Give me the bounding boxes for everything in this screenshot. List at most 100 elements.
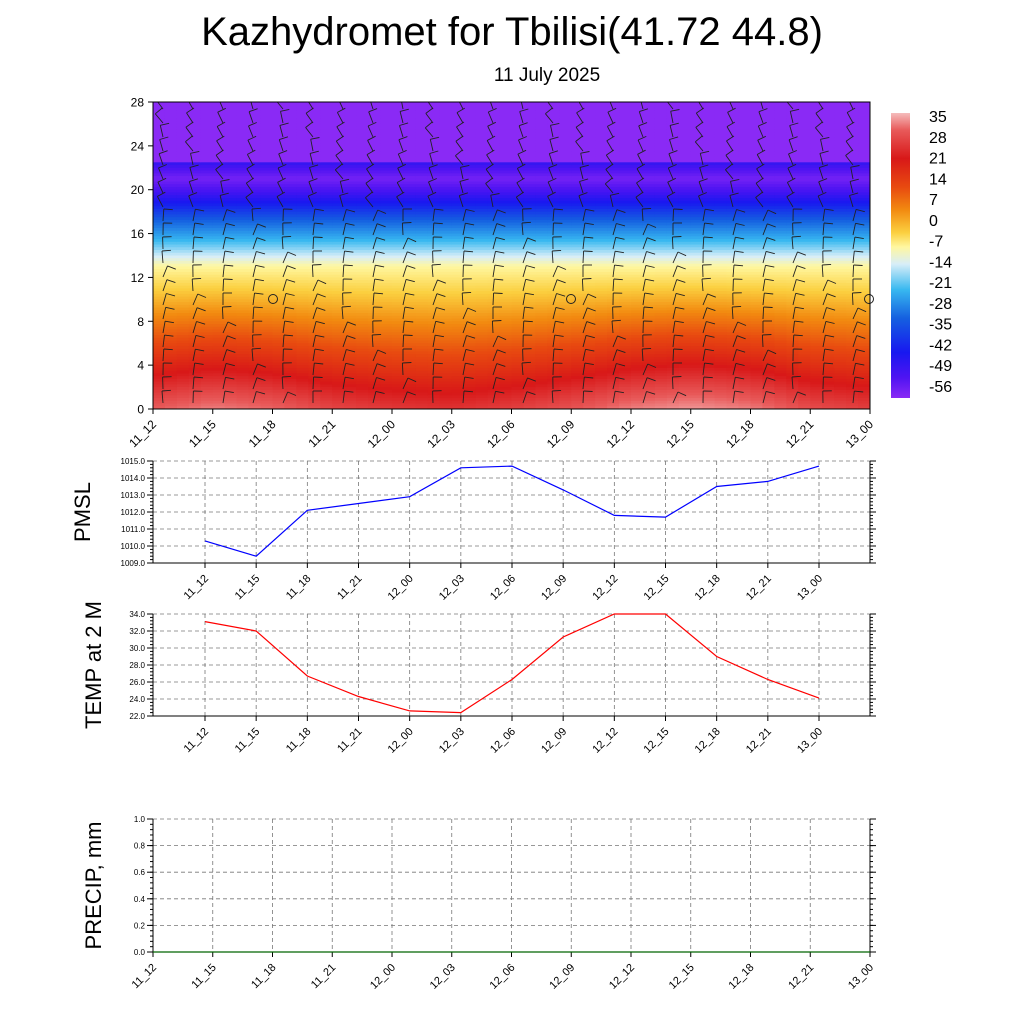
heatmap-cell bbox=[260, 225, 274, 229]
heatmap-cell bbox=[547, 173, 560, 177]
heatmap-cell bbox=[487, 137, 501, 141]
heatmap-cell bbox=[176, 310, 190, 314]
heatmap-cell bbox=[212, 406, 226, 409]
heatmap-cell bbox=[666, 176, 680, 180]
heatmap-cell bbox=[368, 176, 381, 180]
heatmap-cell bbox=[248, 288, 262, 292]
heatmap-cell bbox=[200, 143, 214, 147]
heatmap-cell bbox=[380, 381, 393, 385]
heatmap-cell bbox=[583, 337, 596, 342]
heatmap-cell bbox=[427, 282, 441, 287]
heatmap-cell bbox=[296, 260, 309, 265]
heatmap-cell bbox=[439, 282, 453, 287]
heatmap-cell bbox=[236, 313, 250, 317]
heatmap-cell bbox=[320, 381, 333, 385]
heatmap-cell bbox=[583, 192, 596, 196]
heatmap-cell bbox=[439, 348, 453, 353]
heatmap-cell bbox=[368, 354, 381, 358]
heatmap-cell bbox=[188, 219, 202, 224]
heatmap-cell bbox=[571, 280, 584, 284]
heatmap-cell bbox=[642, 321, 656, 325]
heatmap-cell bbox=[236, 203, 250, 207]
heatmap-cell bbox=[595, 387, 608, 391]
heatmap-cell bbox=[284, 318, 297, 322]
heatmap-cell bbox=[415, 107, 429, 111]
heatmap-cell bbox=[176, 269, 190, 273]
heatmap-cell bbox=[296, 112, 309, 117]
heatmap-cell bbox=[260, 343, 274, 347]
heatmap-cell bbox=[212, 230, 226, 235]
heatmap-cell bbox=[248, 173, 262, 177]
heatmap-cell bbox=[260, 236, 274, 240]
heatmap-cell bbox=[224, 345, 238, 350]
heatmap-cell bbox=[308, 132, 321, 136]
heatmap-cell bbox=[463, 252, 477, 257]
heatmap-cell bbox=[595, 148, 608, 152]
heatmap-cell bbox=[475, 315, 489, 320]
heatmap-cell bbox=[392, 258, 405, 262]
heatmap-cell bbox=[619, 307, 632, 311]
heatmap-cell bbox=[236, 219, 250, 224]
heatmap-cell bbox=[631, 143, 644, 147]
heatmap-cell bbox=[332, 299, 345, 303]
heatmap-cell bbox=[427, 176, 441, 180]
heatmap-cell bbox=[678, 282, 692, 287]
heatmap-cell bbox=[188, 134, 202, 139]
heatmap-cell bbox=[523, 329, 536, 333]
heatmap-cell bbox=[236, 359, 250, 363]
heatmap-cell bbox=[654, 258, 668, 262]
heatmap-cell bbox=[272, 233, 286, 237]
heatmap-cell bbox=[153, 313, 166, 317]
heatmap-cell bbox=[499, 288, 513, 292]
heatmap-cell bbox=[451, 293, 465, 298]
heatmap-cell bbox=[368, 258, 381, 262]
heatmap-cell bbox=[368, 351, 381, 355]
heatmap-cell bbox=[511, 159, 525, 163]
heatmap-cell bbox=[571, 351, 584, 355]
heatmap-cell bbox=[451, 310, 465, 314]
heatmap-cell bbox=[248, 302, 262, 306]
heatmap-cell bbox=[153, 189, 166, 194]
heatmap-cell bbox=[631, 241, 644, 246]
heatmap-cell bbox=[619, 274, 632, 279]
heatmap-cell bbox=[451, 134, 465, 139]
heatmap-cell bbox=[451, 307, 465, 311]
heatmap-cell bbox=[212, 197, 226, 202]
heatmap-cell bbox=[356, 266, 369, 270]
heatmap-cell bbox=[487, 186, 501, 191]
heatmap-cell bbox=[236, 340, 250, 344]
heatmap-cell bbox=[164, 200, 178, 205]
heatmap-cell bbox=[654, 307, 668, 311]
heatmap-cell bbox=[571, 340, 584, 344]
heatmap-cell bbox=[427, 206, 441, 210]
heatmap-cell bbox=[451, 381, 465, 385]
heatmap-cell bbox=[356, 123, 369, 128]
heatmap-cell bbox=[583, 214, 596, 218]
heatmap-cell bbox=[607, 200, 620, 205]
heatmap-cell bbox=[320, 293, 333, 298]
heatmap-cell bbox=[523, 337, 536, 342]
heatmap-cell bbox=[260, 230, 274, 235]
heatmap-cell bbox=[451, 378, 465, 383]
heatmap-cell bbox=[583, 356, 596, 361]
heatmap-cell bbox=[439, 373, 453, 377]
heatmap-cell bbox=[332, 274, 345, 279]
heatmap-cell bbox=[487, 156, 501, 161]
heatmap-cell bbox=[595, 115, 608, 120]
heatmap-cell bbox=[332, 315, 345, 320]
heatmap-cell bbox=[403, 184, 417, 188]
heatmap-cell bbox=[164, 274, 178, 279]
heatmap-cell bbox=[356, 299, 369, 303]
heatmap-cell bbox=[654, 288, 668, 292]
heatmap-cell bbox=[523, 167, 536, 172]
heatmap-cell bbox=[260, 148, 274, 152]
heatmap-cell bbox=[272, 324, 286, 328]
heatmap-cell bbox=[439, 302, 453, 306]
heatmap-cell bbox=[642, 178, 656, 183]
heatmap-cell bbox=[368, 211, 381, 215]
heatmap-cell bbox=[272, 143, 286, 147]
heatmap-cell bbox=[547, 236, 560, 240]
heatmap-cell bbox=[380, 378, 393, 383]
heatmap-cell bbox=[559, 170, 572, 174]
heatmap-cell bbox=[439, 197, 453, 202]
